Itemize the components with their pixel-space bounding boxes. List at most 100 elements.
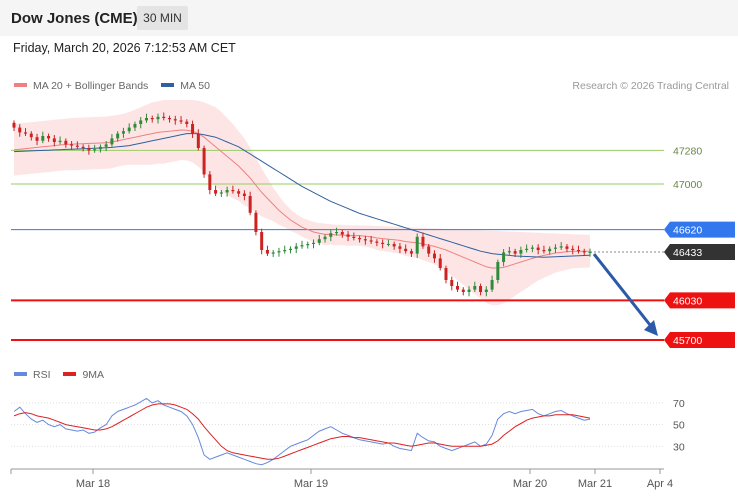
candle-body-95 [559, 246, 563, 248]
timestamp: Friday, March 20, 2026 7:12:53 AM CET [13, 41, 236, 55]
candle-body-60 [358, 238, 362, 240]
candle-body-80 [473, 286, 477, 290]
rsi-tick-30: 30 [673, 441, 685, 453]
rsi-legend: RSI 9MA [14, 369, 104, 381]
candle-body-78 [461, 289, 465, 292]
rsi-tick-70: 70 [673, 398, 685, 410]
ma20-line [13, 129, 590, 269]
rsi-ma-line [13, 403, 591, 460]
candle-body-52 [312, 242, 316, 244]
legend-ma50-label: MA 50 [180, 80, 210, 92]
candle-body-26 [162, 116, 166, 118]
candle-body-73 [432, 253, 436, 259]
candle-body-71 [421, 236, 425, 247]
level-tag-46433 [664, 244, 735, 261]
candle-body-7 [52, 138, 56, 142]
candle-body-54 [323, 236, 327, 240]
candle-body-86 [507, 251, 511, 253]
candle-body-19 [121, 131, 125, 134]
legend-ma50-swatch [161, 83, 175, 88]
candle-body-75 [444, 268, 448, 280]
chart-header: Dow Jones (CME) 30 MIN [0, 0, 738, 36]
candle-body-51 [306, 244, 310, 246]
candle-body-83 [490, 280, 494, 290]
level-tag-46620 [664, 221, 735, 238]
legend-rsi-label: RSI [33, 369, 51, 381]
candle-body-99 [582, 251, 586, 253]
candle-body-100 [588, 252, 592, 254]
x-tick-label-1: Mar 19 [294, 478, 328, 490]
candle-body-22 [139, 120, 143, 124]
candle-body-84 [496, 262, 500, 280]
candle-body-74 [438, 258, 442, 268]
candle-body-18 [116, 133, 120, 139]
candle-body-53 [317, 239, 321, 243]
candle-body-96 [565, 246, 569, 249]
candle-body-45 [271, 252, 275, 254]
x-axis: Mar 18 Mar 19 Mar 20 Mar 21 Apr 4 [10, 468, 673, 490]
candle-body-93 [548, 248, 552, 252]
bollinger-band [14, 100, 590, 306]
candle-body-30 [185, 121, 189, 124]
candle-body-37 [225, 190, 229, 193]
candle-body-63 [375, 241, 379, 243]
candle-body-8 [58, 140, 62, 142]
candle-body-24 [150, 118, 154, 120]
level-tag-45700 [664, 332, 735, 348]
timeframe-badge[interactable]: 30 MIN [137, 6, 188, 30]
legend-ma20-swatch [14, 83, 27, 88]
x-tick-label-2: Mar 20 [513, 478, 547, 490]
candle-body-50 [300, 245, 304, 247]
candle-body-23 [144, 118, 148, 121]
candle-body-65 [386, 244, 390, 245]
candle-body-87 [513, 251, 517, 254]
candle-body-85 [502, 252, 506, 262]
candle-body-6 [47, 136, 51, 139]
candle-body-48 [288, 248, 292, 250]
research-credit: Research © 2026 Trading Central [572, 80, 729, 92]
legend-9ma-label: 9MA [82, 369, 105, 381]
rsi-line [13, 397, 591, 466]
candle-body-72 [427, 246, 431, 254]
candle-body-69 [409, 251, 413, 254]
candle-body-40 [242, 193, 246, 196]
candle-body-55 [329, 233, 333, 237]
candle-body-11 [75, 145, 79, 147]
candle-body-81 [479, 286, 483, 292]
candle-body-79 [467, 289, 471, 292]
candle-body-33 [202, 148, 206, 175]
candle-body-10 [70, 144, 74, 146]
candle-body-1 [18, 127, 22, 133]
candle-body-41 [248, 196, 252, 213]
candle-body-35 [214, 190, 218, 194]
candle-body-77 [456, 286, 460, 290]
candle-body-90 [530, 247, 534, 249]
ma50-line [13, 133, 591, 258]
level-label-46433: 46433 [673, 247, 702, 259]
candle-body-29 [179, 120, 183, 122]
candle-body-39 [237, 191, 241, 194]
candle-body-56 [335, 232, 339, 234]
x-tick-label-4: Apr 4 [647, 478, 673, 490]
candle-body-28 [173, 119, 177, 121]
candle-body-47 [283, 250, 287, 252]
rsi-panel[interactable]: 70 50 30 [11, 397, 685, 466]
legend-9ma-swatch [63, 372, 77, 377]
level-tag-46030 [664, 292, 735, 309]
candle-body-82 [484, 289, 488, 292]
candle-body-34 [208, 174, 212, 190]
candle-body-9 [64, 140, 68, 145]
candle-body-46 [277, 251, 281, 253]
candle-body-12 [81, 146, 85, 148]
candle-body-61 [363, 239, 367, 241]
candle-body-16 [104, 144, 108, 147]
candle-body-31 [191, 124, 195, 134]
candle-body-15 [98, 146, 102, 150]
candle-body-2 [24, 132, 28, 134]
level-label-46030: 46030 [673, 295, 702, 307]
candle-body-42 [254, 212, 258, 232]
candle-body-76 [450, 280, 454, 286]
candle-body-36 [219, 192, 223, 194]
price-panel[interactable]: 47280 47000 46620 46433 46030 45700 [11, 100, 735, 348]
